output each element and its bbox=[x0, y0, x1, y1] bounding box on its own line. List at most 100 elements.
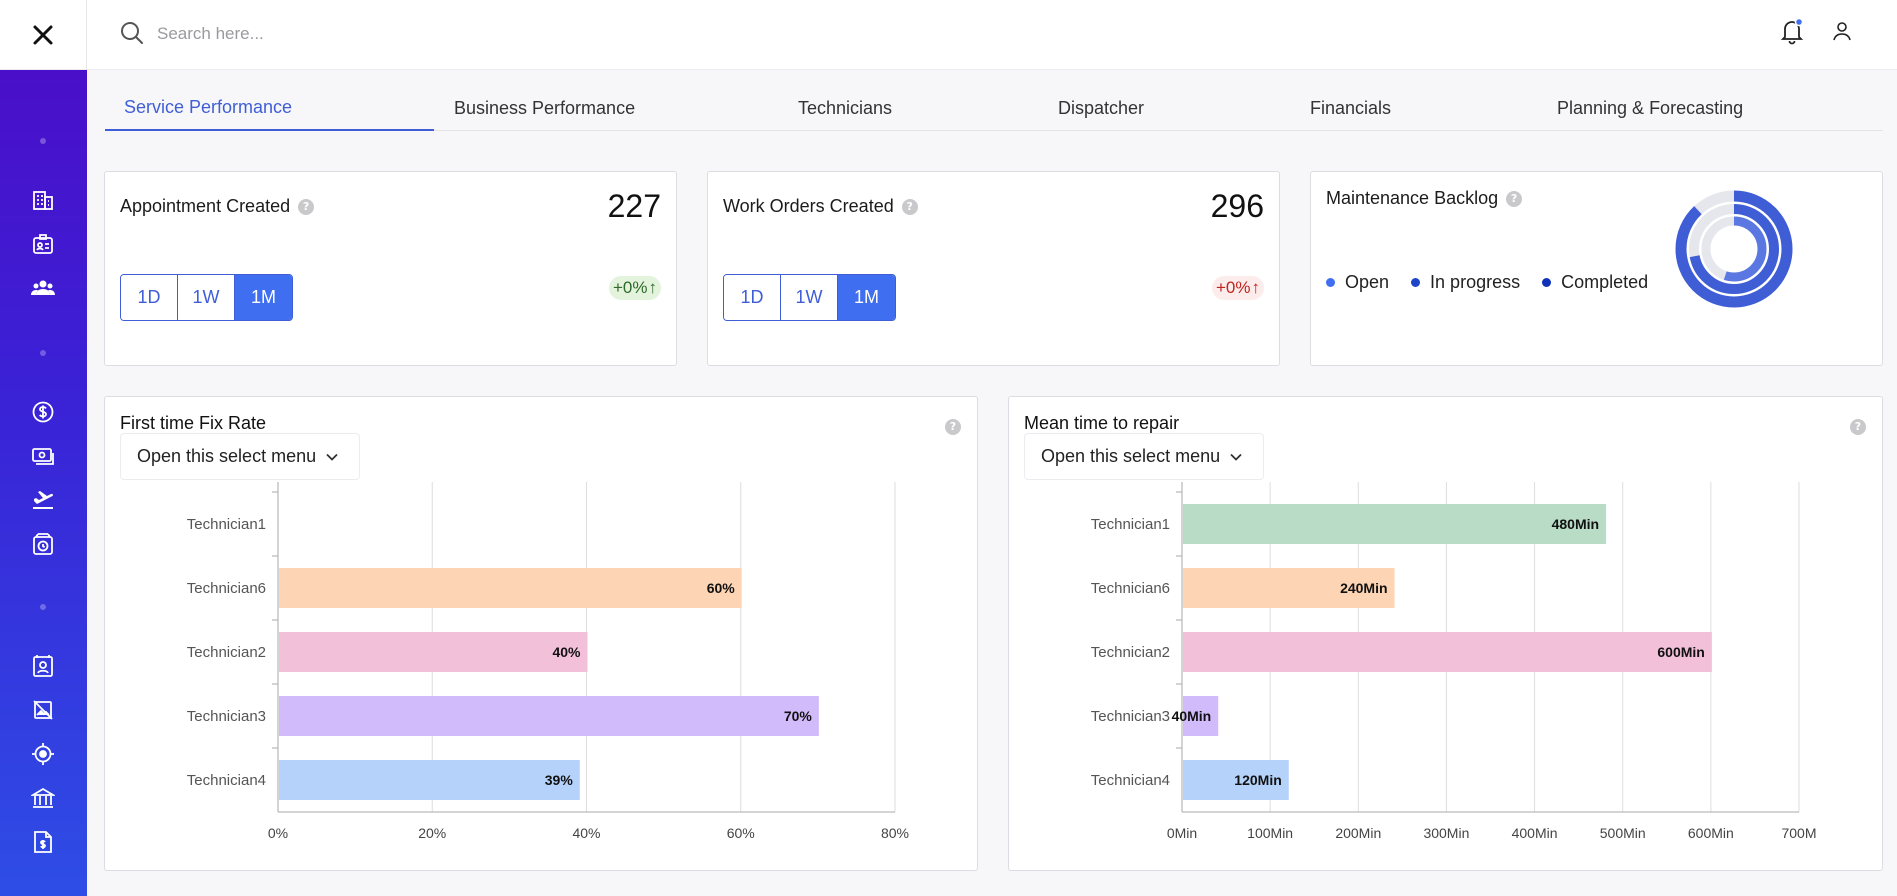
x-tick-label: 0Min bbox=[1167, 825, 1197, 841]
bar-value-label: 120Min bbox=[1234, 772, 1281, 788]
cash-icon[interactable] bbox=[31, 444, 55, 468]
bar[interactable] bbox=[279, 760, 580, 800]
arrow-up-icon: ↑ bbox=[648, 278, 658, 297]
bar-value-label: 39% bbox=[545, 772, 574, 788]
kpi-title: Work Orders Created ? bbox=[723, 196, 918, 217]
delta-value: +0% bbox=[613, 278, 648, 297]
period-selector: 1D 1W 1M bbox=[120, 274, 293, 321]
airplane-icon[interactable] bbox=[31, 488, 55, 512]
y-tick-label: Technician4 bbox=[187, 772, 266, 789]
select-label: Open this select menu bbox=[137, 446, 317, 466]
legend-item[interactable]: Completed bbox=[1542, 272, 1648, 293]
bar[interactable] bbox=[1183, 504, 1607, 544]
backlog-legend: Open In progress Completed bbox=[1326, 272, 1648, 293]
tab-service-performance[interactable]: Service Performance bbox=[105, 85, 434, 131]
legend-dot bbox=[1326, 278, 1335, 287]
dollar-circle-icon[interactable] bbox=[31, 400, 55, 424]
ring-open[interactable] bbox=[1675, 190, 1793, 308]
y-tick-label: Technician6 bbox=[187, 580, 266, 597]
legend-item[interactable]: In progress bbox=[1411, 272, 1520, 293]
bar[interactable] bbox=[1183, 632, 1712, 672]
x-tick-label: 400Min bbox=[1512, 825, 1558, 841]
backlog-radial-chart[interactable] bbox=[1669, 184, 1799, 314]
help-icon[interactable]: ? bbox=[1850, 417, 1866, 435]
x-tick-label: 500Min bbox=[1600, 825, 1646, 841]
x-tick-label: 200Min bbox=[1335, 825, 1381, 841]
x-tick-label: 60% bbox=[727, 825, 755, 841]
chevron-down-icon bbox=[1230, 453, 1242, 461]
bar-value-label: 600Min bbox=[1657, 644, 1704, 660]
period-1w-button[interactable]: 1W bbox=[781, 275, 838, 320]
users-icon[interactable] bbox=[31, 276, 55, 300]
first-time-fix-rate-card: First time Fix Rate Open this select men… bbox=[104, 396, 978, 871]
box-clock-icon[interactable] bbox=[31, 532, 55, 556]
sidebar-nav bbox=[0, 70, 87, 896]
y-tick-label: Technician2 bbox=[1091, 644, 1170, 661]
ring-in-progress[interactable] bbox=[1689, 204, 1779, 294]
help-icon[interactable]: ? bbox=[1506, 190, 1523, 207]
sidebar bbox=[0, 0, 87, 896]
legend-label: In progress bbox=[1430, 272, 1521, 292]
chart-select-menu[interactable]: Open this select menu bbox=[1024, 433, 1264, 480]
sidebar-separator bbox=[40, 350, 46, 356]
arrow-up-icon: ↑ bbox=[1251, 278, 1261, 297]
period-1m-button[interactable]: 1M bbox=[235, 275, 292, 320]
bar-value-label: 480Min bbox=[1552, 516, 1599, 532]
period-1m-button[interactable]: 1M bbox=[838, 275, 895, 320]
bar[interactable] bbox=[279, 568, 742, 608]
ring-completed[interactable] bbox=[1701, 216, 1767, 282]
chart-title: First time Fix Rate bbox=[120, 413, 267, 433]
tab-business-performance[interactable]: Business Performance bbox=[454, 97, 636, 118]
x-tick-label: 100Min bbox=[1247, 825, 1293, 841]
bar[interactable] bbox=[1183, 568, 1395, 608]
legend-label: Completed bbox=[1561, 272, 1649, 292]
chevron-down-icon bbox=[326, 453, 338, 461]
bar-value-label: 40Min bbox=[1172, 708, 1212, 724]
close-icon[interactable] bbox=[29, 21, 57, 49]
notification-bell-icon[interactable] bbox=[1777, 16, 1807, 46]
appointment-created-card: Appointment Created ? 227 1D 1W 1M +0% ↑ bbox=[104, 171, 677, 366]
target-icon[interactable] bbox=[31, 742, 55, 766]
help-icon[interactable]: ? bbox=[901, 198, 918, 215]
y-tick-label: Technician3 bbox=[1091, 708, 1170, 725]
contact-card-icon[interactable] bbox=[31, 654, 55, 678]
help-icon[interactable]: ? bbox=[945, 417, 961, 435]
period-1d-button[interactable]: 1D bbox=[724, 275, 781, 320]
bar-value-label: 70% bbox=[784, 708, 813, 724]
x-tick-label: 20% bbox=[418, 825, 446, 841]
x-tick-label: 40% bbox=[572, 825, 600, 841]
search-input[interactable] bbox=[157, 18, 657, 50]
bar[interactable] bbox=[279, 696, 819, 736]
tab-dispatcher[interactable]: Dispatcher bbox=[1058, 97, 1145, 118]
tab-technicians[interactable]: Technicians bbox=[798, 97, 893, 118]
id-badge-icon[interactable] bbox=[31, 232, 55, 256]
period-selector: 1D 1W 1M bbox=[723, 274, 896, 321]
search-icon bbox=[119, 20, 145, 46]
mean-time-to-repair-card: Mean time to repair Open this select men… bbox=[1008, 396, 1883, 871]
period-1w-button[interactable]: 1W bbox=[178, 275, 235, 320]
kpi-title-label: Work Orders Created bbox=[723, 196, 894, 216]
bar[interactable] bbox=[279, 632, 588, 672]
legend-item[interactable]: Open bbox=[1326, 272, 1389, 293]
tab-financials[interactable]: Financials bbox=[1310, 97, 1392, 118]
image-off-icon[interactable] bbox=[31, 698, 55, 722]
repair-time-bar-chart: 0Min 100Min 200Min 300Min 400Min 500Min 600Min… bbox=[1091, 482, 1817, 841]
delta-badge: +0% ↑ bbox=[609, 276, 661, 300]
legend-dot bbox=[1411, 278, 1421, 287]
sidebar-separator bbox=[40, 138, 46, 144]
bar-value-label: 40% bbox=[552, 644, 581, 660]
chart-select-menu[interactable]: Open this select menu bbox=[120, 433, 360, 480]
sidebar-separator bbox=[40, 604, 46, 610]
bank-icon[interactable] bbox=[31, 786, 55, 810]
fix-rate-bar-chart: 0% 20% 40% 60% 80% Technician1 Technician6 60% T… bbox=[187, 482, 909, 841]
user-profile-icon[interactable] bbox=[1830, 19, 1854, 43]
bar[interactable] bbox=[1183, 760, 1289, 800]
period-1d-button[interactable]: 1D bbox=[121, 275, 178, 320]
invoice-icon[interactable] bbox=[31, 830, 55, 854]
x-tick-label: 80% bbox=[881, 825, 909, 841]
building-icon[interactable] bbox=[31, 188, 55, 212]
bar[interactable] bbox=[1183, 696, 1219, 736]
help-icon[interactable]: ? bbox=[298, 198, 315, 215]
tab-planning-forecasting[interactable]: Planning & Forecasting bbox=[1557, 97, 1744, 118]
delta-value: +0% bbox=[1216, 278, 1251, 297]
